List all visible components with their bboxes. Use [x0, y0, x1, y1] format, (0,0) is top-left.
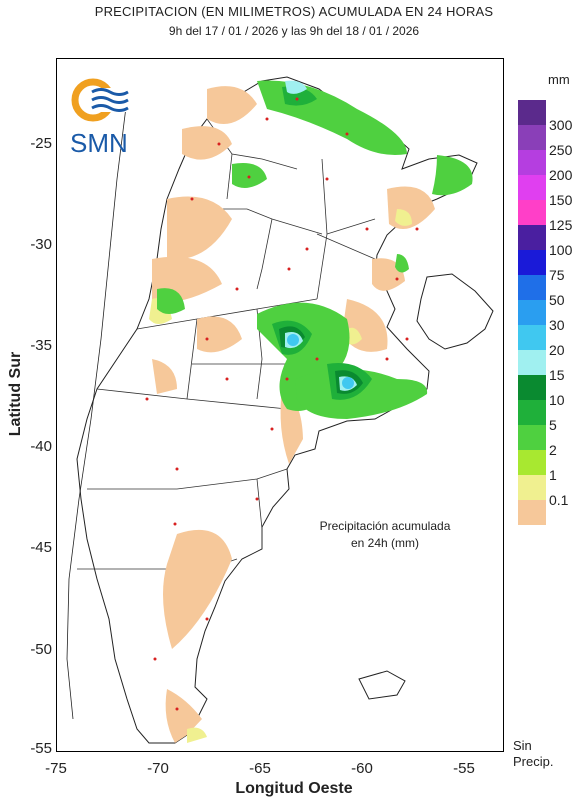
map-title: PRECIPITACION (EN MILIMETROS) ACUMULADA … [94, 4, 494, 19]
legend-swatch [518, 400, 546, 425]
xtick-75: -75 [45, 760, 67, 777]
map-note-line1: Precipitación acumulada [319, 519, 451, 533]
legend-units: mm [548, 72, 570, 87]
legend-swatch [518, 325, 546, 350]
legend-swatch [518, 125, 546, 150]
map-frame [56, 58, 504, 752]
xtick-70: -70 [147, 760, 169, 777]
argentina-outline [76, 76, 478, 744]
legend-label: 20 [549, 342, 565, 358]
legend-swatch [518, 450, 546, 475]
smn-logo: SMN [68, 72, 138, 162]
legend-swatch [518, 200, 546, 225]
map-note-line2: en 24h (mm) [350, 536, 420, 550]
legend-label: 125 [549, 217, 573, 233]
legend-swatch [518, 250, 546, 275]
ytick-35: -35 [30, 337, 52, 354]
legend-no-precip-line1: Sin [513, 738, 532, 753]
legend-swatch [518, 475, 546, 500]
ytick-40: -40 [30, 438, 52, 455]
legend-no-precip: Sin Precip. [513, 738, 553, 770]
legend-label: 15 [549, 367, 565, 383]
smn-logo-text: SMN [70, 128, 128, 158]
legend-label: 100 [549, 242, 573, 258]
uruguay-outline [416, 273, 494, 350]
legend-colorbar [518, 100, 546, 525]
legend-swatch [518, 225, 546, 250]
map-canvas [66, 76, 494, 744]
xtick-60: -60 [351, 760, 373, 777]
ytick-50: -50 [30, 641, 52, 658]
legend-label: 150 [549, 192, 573, 208]
xtick-55: -55 [453, 760, 475, 777]
legend-label: 10 [549, 392, 565, 408]
legend-label: 250 [549, 142, 573, 158]
legend-swatch [518, 275, 546, 300]
legend-swatch [518, 350, 546, 375]
ytick-30: -30 [30, 236, 52, 253]
legend-label: 2 [549, 442, 557, 458]
map-note: Precipitación acumulada en 24h (mm) [300, 518, 470, 552]
x-axis-label: Longitud Oeste [235, 780, 353, 797]
legend-label: 50 [549, 292, 565, 308]
legend-label: 5 [549, 417, 557, 433]
legend-label: 30 [549, 317, 565, 333]
legend-no-precip-line2: Precip. [513, 754, 554, 769]
legend-label: 300 [549, 117, 573, 133]
legend-swatch [518, 150, 546, 175]
smn-logo-mark: SMN [70, 78, 130, 158]
malvinas-outline [358, 670, 406, 700]
legend-swatch [518, 500, 546, 525]
ytick-45: -45 [30, 539, 52, 556]
legend-label: 0.1 [549, 492, 569, 508]
station-dots [145, 97, 419, 711]
legend-label: 75 [549, 267, 565, 283]
legend-label: 200 [549, 167, 573, 183]
map-subtitle: 9h del 17 / 01 / 2026 y las 9h del 18 / … [168, 24, 420, 38]
ytick-25: -25 [30, 135, 52, 152]
legend-swatch [518, 175, 546, 200]
chile-coast [66, 98, 128, 720]
ytick-55: -55 [30, 740, 52, 757]
xtick-65: -65 [249, 760, 271, 777]
legend-swatch [518, 100, 546, 125]
precip-30 [287, 334, 354, 389]
legend-swatch [518, 375, 546, 400]
legend-label: 1 [549, 467, 557, 483]
legend-swatch [518, 300, 546, 325]
legend-swatch [518, 425, 546, 450]
y-axis-label: Latitud Sur [7, 351, 24, 437]
